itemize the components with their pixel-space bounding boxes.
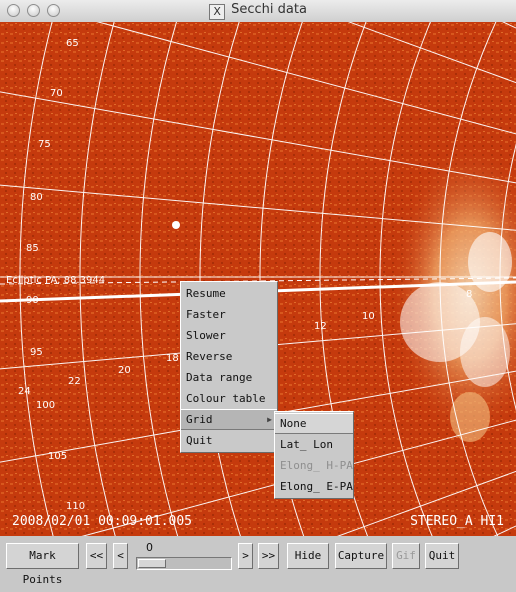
- title-bar: X Secchi data: [0, 0, 516, 23]
- elong-label: 24: [18, 386, 31, 397]
- gif-button: Gif: [392, 543, 420, 569]
- window-title: Secchi data: [231, 2, 307, 17]
- pa-label: 80: [30, 192, 43, 203]
- menu-item-reverse[interactable]: Reverse: [181, 346, 277, 367]
- hide-button[interactable]: Hide: [287, 543, 329, 569]
- menu-item-grid-label: Grid: [186, 413, 213, 426]
- grid-option-lat-lon[interactable]: Lat_ Lon: [275, 434, 353, 455]
- step-back-button[interactable]: <: [113, 543, 128, 569]
- timestamp-label: 2008/02/01 00:09:01.005: [12, 514, 192, 529]
- elong-label: 18: [166, 353, 179, 364]
- menu-item-data-range[interactable]: Data range: [181, 367, 277, 388]
- menu-item-quit[interactable]: Quit: [181, 430, 277, 451]
- pa-label: 105: [48, 451, 67, 462]
- pa-label: 90: [26, 295, 39, 306]
- pa-label: 65: [66, 38, 79, 49]
- menu-item-faster[interactable]: Faster: [181, 304, 277, 325]
- grid-submenu: None Lat_ Lon Elong_ H-PA Elong_ E-PA: [274, 411, 354, 499]
- elong-label: 12: [314, 321, 327, 332]
- quit-button[interactable]: Quit: [425, 543, 459, 569]
- grid-option-elong-e-pa[interactable]: Elong_ E-PA: [275, 476, 353, 497]
- instrument-label: STEREO_A HI1: [410, 514, 504, 529]
- ecliptic-pa-label: Ecliptic PA: 88.3944: [6, 275, 105, 286]
- pa-label: 95: [30, 347, 43, 358]
- step-forward-button[interactable]: >: [238, 543, 253, 569]
- x11-icon: X: [209, 4, 225, 20]
- image-display[interactable]: 65 70 75 80 85 90 95 100 105 110 24 22 2…: [0, 22, 516, 536]
- grid-option-elong-h-pa: Elong_ H-PA: [275, 455, 353, 476]
- context-menu: Resume Faster Slower Reverse Data range …: [180, 281, 278, 453]
- pa-label: 75: [38, 139, 51, 150]
- menu-item-colour-table[interactable]: Colour table: [181, 388, 277, 409]
- frame-slider[interactable]: [136, 557, 232, 570]
- control-bar: Mark Points << < 0 > >> Hide Capture Gif…: [0, 536, 516, 582]
- elong-label: 22: [68, 376, 81, 387]
- elong-label: 8: [466, 289, 472, 300]
- submenu-arrow-icon: ▶: [267, 410, 272, 429]
- pa-label: 100: [36, 400, 55, 411]
- fast-forward-button[interactable]: >>: [258, 543, 279, 569]
- pa-label: 85: [26, 243, 39, 254]
- menu-item-resume[interactable]: Resume: [181, 283, 277, 304]
- pa-label: 110: [66, 501, 85, 512]
- pa-label: 70: [50, 88, 63, 99]
- menu-item-grid[interactable]: Grid ▶: [181, 409, 277, 430]
- rewind-button[interactable]: <<: [86, 543, 107, 569]
- frame-slider-thumb[interactable]: [138, 559, 166, 568]
- menu-item-slower[interactable]: Slower: [181, 325, 277, 346]
- elong-label: 10: [362, 311, 375, 322]
- frame-slider-value: 0: [146, 541, 153, 554]
- capture-button[interactable]: Capture: [335, 543, 387, 569]
- elong-label: 20: [118, 365, 131, 376]
- mark-points-button[interactable]: Mark Points: [6, 543, 79, 569]
- grid-option-none[interactable]: None: [275, 413, 353, 434]
- window-title-group: X Secchi data: [0, 2, 516, 20]
